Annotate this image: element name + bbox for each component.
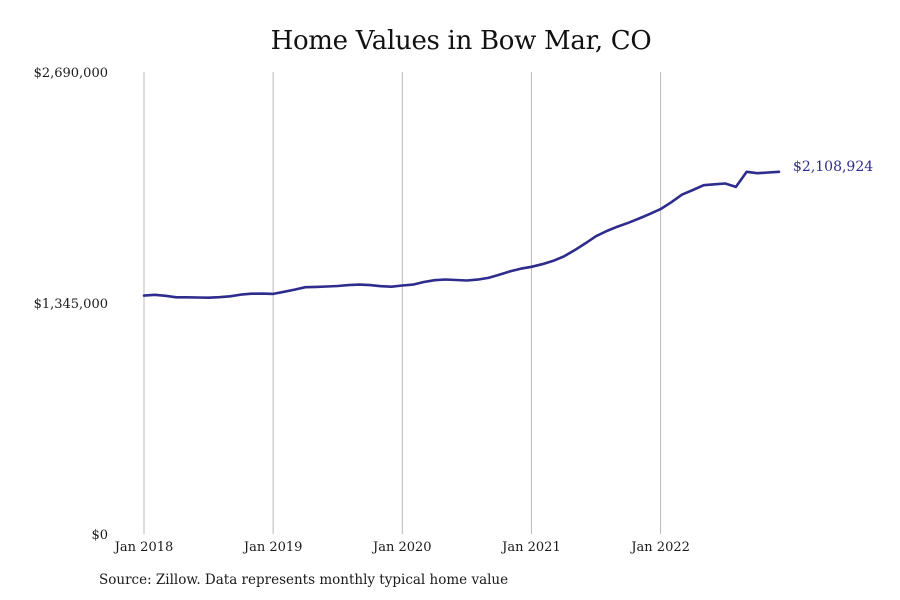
end-value-label: $2,108,924	[793, 159, 873, 175]
y-tick-label: $2,690,000	[34, 66, 108, 81]
source-note: Source: Zillow. Data represents monthly …	[99, 572, 509, 588]
chart-title: Home Values in Bow Mar, CO	[270, 26, 652, 56]
x-tick-label: Jan 2022	[629, 540, 690, 555]
series-line-home-value	[142, 170, 781, 299]
x-tick-label: Jan 2018	[113, 540, 174, 555]
y-tick-label: $0	[91, 528, 108, 543]
x-axis: Jan 2018 Jan 2019 Jan 2020 Jan 2021 Jan 2022	[113, 540, 690, 555]
gridlines	[143, 72, 662, 534]
x-tick-label: Jan 2021	[500, 540, 561, 555]
x-tick-label: Jan 2020	[371, 540, 432, 555]
y-tick-label: $1,345,000	[34, 297, 108, 312]
x-tick-label: Jan 2019	[242, 540, 303, 555]
y-axis: $0 $1,345,000 $2,690,000	[34, 66, 108, 543]
